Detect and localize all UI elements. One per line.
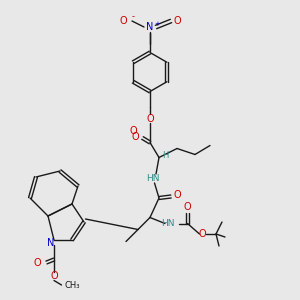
Text: H: H — [162, 152, 168, 160]
Text: HN: HN — [161, 219, 175, 228]
Text: N: N — [47, 238, 55, 248]
Text: N: N — [146, 22, 154, 32]
Text: O: O — [199, 229, 206, 239]
Text: O: O — [146, 113, 154, 124]
Text: O: O — [119, 16, 127, 26]
Text: O: O — [184, 202, 191, 212]
Text: +: + — [154, 21, 160, 27]
Text: O: O — [173, 190, 181, 200]
Text: HN: HN — [146, 174, 160, 183]
Text: O: O — [131, 131, 139, 142]
Text: O: O — [173, 16, 181, 26]
Text: CH₃: CH₃ — [64, 280, 80, 290]
Text: O: O — [34, 257, 41, 268]
Text: O: O — [130, 125, 137, 136]
Text: -: - — [132, 12, 135, 21]
Text: O: O — [50, 271, 58, 281]
